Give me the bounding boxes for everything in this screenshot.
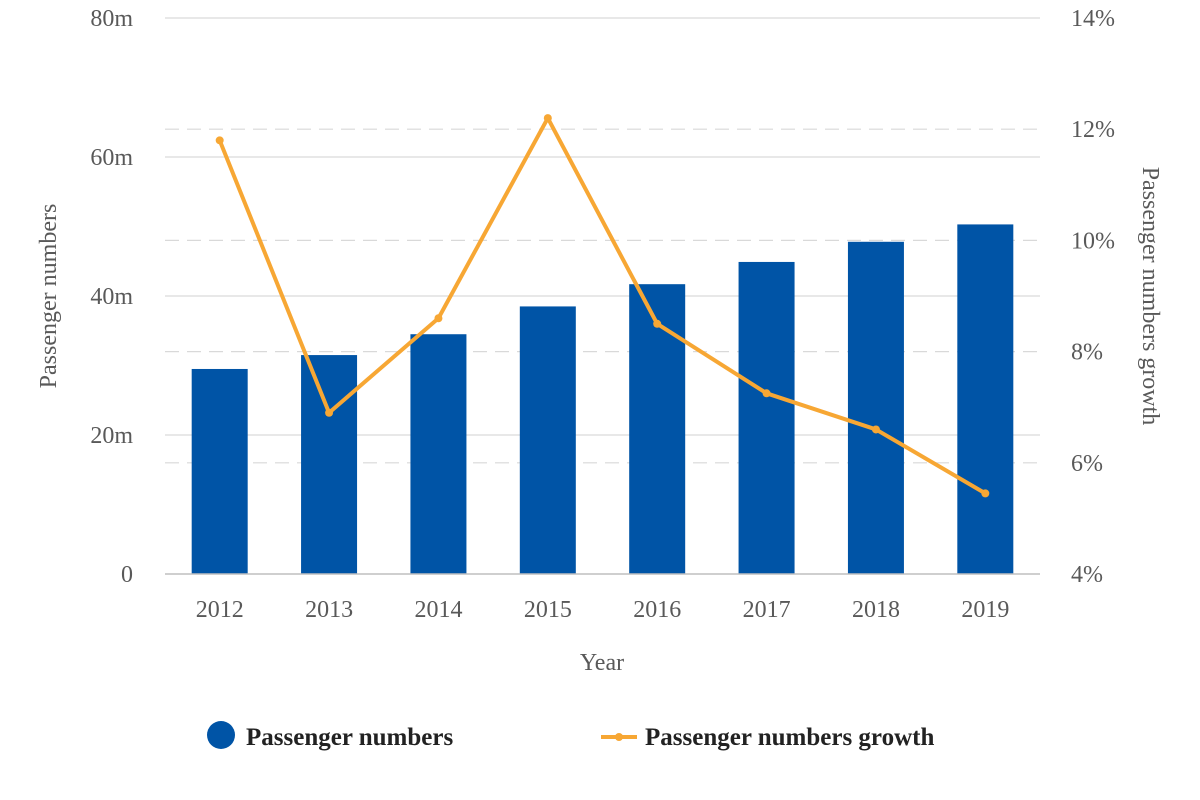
y2-tick-label: 8% (1071, 340, 1103, 366)
x-tick-label: 2018 (852, 597, 900, 623)
bar (410, 334, 467, 574)
y-tick-label: 80m (90, 6, 133, 32)
legend-marker-passenger-numbers-growth (615, 733, 623, 741)
legend-label-passenger-numbers: Passenger numbers (246, 724, 453, 751)
gridlines (165, 17, 1040, 464)
x-tick-label: 2019 (961, 597, 1009, 623)
growth-line (217, 116, 987, 496)
bar (191, 368, 248, 574)
x-tick-label: 2014 (414, 597, 462, 623)
legend-swatch-passenger-numbers (207, 721, 235, 749)
line-series (215, 114, 990, 498)
y2-axis-title: Passenger numbers growth (1137, 167, 1163, 426)
growth-point (325, 408, 334, 417)
legend-label-passenger-numbers-growth: Passenger numbers growth (645, 724, 934, 751)
y2-tick-label: 14% (1071, 6, 1115, 32)
bar (519, 306, 576, 574)
growth-point (434, 314, 443, 323)
y-tick-label: 20m (90, 423, 133, 449)
x-axis-title: Year (580, 650, 624, 676)
bar (847, 241, 904, 575)
growth-point (215, 136, 224, 145)
y2-tick-label: 6% (1071, 451, 1103, 477)
bar (301, 355, 358, 574)
x-tick-label: 2016 (633, 597, 681, 623)
x-axis-ticks: 2012 2013 2014 2015 2016 2017 2018 2019 (196, 597, 1010, 623)
growth-point (762, 389, 771, 398)
growth-point (653, 319, 662, 328)
x-tick-label: 2017 (743, 597, 791, 623)
bar (738, 261, 795, 574)
y-tick-label: 0 (121, 562, 133, 588)
bar (957, 224, 1014, 575)
growth-point (871, 425, 880, 434)
y2-tick-label: 4% (1071, 562, 1103, 588)
bar-series (191, 224, 1014, 575)
y2-tick-label: 12% (1071, 117, 1115, 143)
growth-point (543, 114, 552, 123)
x-tick-label: 2015 (524, 597, 572, 623)
legend: Passenger numbers Passenger numbers grow… (207, 721, 934, 751)
y-axis-ticks: 0 20m 40m 60m 80m (90, 6, 133, 588)
y-tick-label: 40m (90, 284, 133, 310)
y2-tick-label: 10% (1071, 228, 1115, 254)
y2-axis-ticks: 4% 6% 8% 10% 12% 14% (1071, 6, 1115, 588)
y-tick-label: 60m (90, 145, 133, 171)
bar (629, 284, 686, 574)
x-tick-label: 2012 (196, 597, 244, 623)
y-axis-title: Passenger numbers (36, 204, 62, 389)
x-tick-label: 2013 (305, 597, 353, 623)
growth-point (981, 489, 990, 498)
